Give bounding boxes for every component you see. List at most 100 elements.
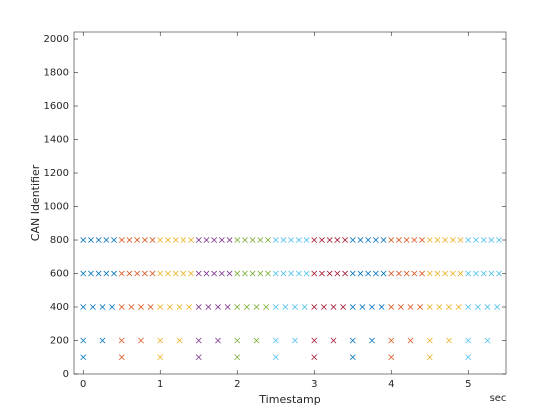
x-marker [496,270,502,277]
x-tick-label: 1 [157,379,163,390]
x-marker [396,270,402,277]
x-marker [282,304,289,310]
x-marker [203,270,210,277]
x-marker [249,237,256,243]
y-tick-label: 600 [50,269,69,280]
x-marker [446,337,452,344]
x-marker [292,304,298,310]
x-marker [465,270,472,277]
y-tick-label: 1800 [44,68,69,79]
x-marker [224,304,231,310]
x-marker [449,237,456,243]
y-tick-label: 1600 [44,101,69,112]
x-marker [388,337,395,344]
x-marker [243,304,250,310]
x-marker [234,237,241,243]
x-marker [457,270,464,277]
x-marker [319,270,325,277]
x-marker [280,237,287,243]
x-marker [334,270,341,277]
x-marker [311,304,318,310]
x-marker [388,354,395,361]
x-marker [99,304,106,310]
x-marker [488,270,495,277]
x-marker [272,237,279,243]
x-marker [349,237,356,243]
x-marker [195,237,202,243]
x-marker [80,304,87,310]
x-marker [157,237,164,243]
x-marker [166,304,173,310]
x-marker [80,270,87,277]
x-marker [403,270,410,277]
x-unit-annotation: sec [490,393,507,404]
x-tick-label: 4 [388,379,394,390]
x-marker [349,354,356,361]
x-marker [272,304,279,310]
x-marker [195,270,202,277]
x-marker [342,237,348,243]
x-tick-label: 3 [311,379,317,390]
x-marker [326,237,333,243]
x-marker [465,304,472,310]
x-marker [494,304,501,310]
axes-box [73,31,507,375]
x-marker [99,337,106,344]
x-marker [388,304,395,310]
x-marker [172,270,179,277]
x-marker [292,337,298,344]
x-tick-label: 0 [80,379,86,390]
x-marker [426,270,433,277]
x-marker [434,237,441,243]
x-marker [288,237,295,243]
x-marker [265,237,271,243]
x-marker [288,270,295,277]
x-marker [172,237,179,243]
x-marker [253,337,260,344]
x-marker [320,304,327,310]
x-marker [426,237,433,243]
x-marker [473,237,479,243]
x-marker [157,337,164,344]
x-marker [157,304,164,310]
x-marker [326,270,333,277]
x-marker [186,304,193,310]
x-marker [388,237,395,243]
x-marker [311,270,318,277]
x-marker [446,304,452,310]
y-tick-label: 2000 [44,34,69,45]
x-marker [138,337,144,344]
x-marker [436,304,443,310]
x-marker [218,237,225,243]
x-marker [149,237,156,243]
x-marker [188,270,194,277]
x-marker [234,270,241,277]
x-marker [249,270,256,277]
x-marker [465,337,472,344]
x-marker [134,237,141,243]
x-marker [147,304,154,310]
x-marker [349,337,356,344]
x-marker [257,270,264,277]
x-marker [280,270,287,277]
x-marker [417,304,424,310]
x-marker [272,337,279,344]
x-marker [407,337,414,344]
x-marker [188,237,194,243]
x-marker [411,237,418,243]
x-marker [165,270,171,277]
x-marker [80,237,87,243]
x-marker [455,304,462,310]
x-marker [80,354,87,361]
x-marker [442,237,449,243]
x-marker [426,304,433,310]
x-marker [195,337,202,344]
x-marker [301,304,308,310]
x-marker [80,337,87,344]
x-marker [272,270,279,277]
x-marker [205,304,212,310]
x-marker [118,304,125,310]
x-marker [426,354,433,361]
